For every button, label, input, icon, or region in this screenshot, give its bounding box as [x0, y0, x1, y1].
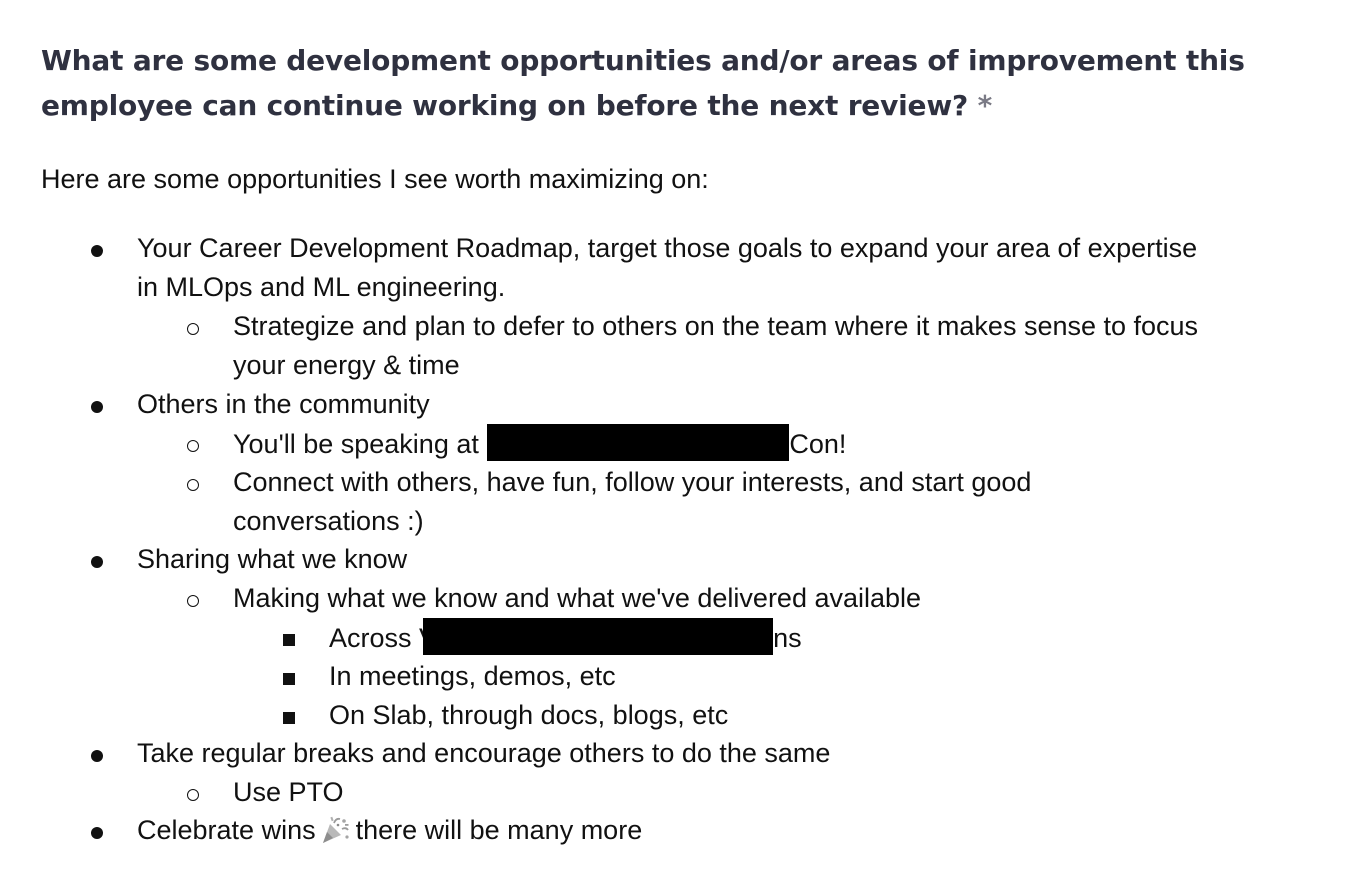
- list-subitem-text: Use PTO: [233, 777, 344, 807]
- list-subsubitem-across-text: Across Vns: [329, 618, 802, 658]
- list-subitem-speaking-text: You'll be speaking at (Con!: [233, 424, 846, 464]
- bullet-disc-icon: [82, 540, 112, 579]
- bullet-disc-icon: [82, 385, 112, 424]
- list-subitem-text: conversations :): [233, 506, 424, 536]
- list-item-text: in MLOps and ML engineering.: [137, 272, 506, 302]
- bullet-square-icon: [274, 657, 304, 696]
- celebrate-prefix: Celebrate wins: [137, 815, 316, 845]
- bullet-square-icon: [274, 696, 304, 735]
- list-item-text: Sharing what we know: [137, 544, 408, 574]
- bullet-disc-icon: [82, 229, 112, 268]
- bullet-square-icon: [274, 618, 304, 657]
- celebrate-suffix: there will be many more: [355, 815, 643, 845]
- across-suffix: ns: [773, 623, 802, 653]
- list-subsubitem-text: On Slab, through docs, blogs, etc: [329, 700, 729, 730]
- required-marker: *: [977, 89, 993, 122]
- bullet-disc-icon: [82, 734, 112, 773]
- speaking-prefix: You'll be speaking at: [233, 429, 479, 459]
- bullet-disc-icon: [82, 811, 112, 850]
- bullet-circle-icon: [178, 424, 208, 463]
- bullet-circle-icon: [178, 463, 208, 502]
- bullet-circle-icon: [178, 307, 208, 346]
- list-item-celebrate-text: Celebrate wins there will be many more: [137, 811, 642, 850]
- bullet-circle-icon: [178, 579, 208, 618]
- list-item-text: Others in the community: [137, 389, 430, 419]
- across-prefix: Across: [329, 623, 412, 653]
- list-item-text: Your Career Development Roadmap, target …: [137, 233, 1198, 263]
- list-subitem-text: Connect with others, have fun, follow yo…: [233, 467, 1032, 497]
- question-heading: What are some development opportunities …: [41, 38, 1331, 128]
- bullet-circle-icon: [178, 773, 208, 812]
- list-subitem-text: Making what we know and what we've deliv…: [233, 583, 922, 613]
- redaction-bar: [423, 618, 774, 655]
- question-text: What are some development opportunities …: [41, 44, 1245, 122]
- speaking-suffix: Con!: [789, 429, 847, 459]
- answer-intro: Here are some opportunities I see worth …: [41, 164, 709, 194]
- redaction-bar: [487, 424, 790, 461]
- party-popper-icon: [322, 816, 349, 843]
- list-subitem-text: Strategize and plan to defer to others o…: [233, 311, 1199, 341]
- list-subsubitem-text: In meetings, demos, etc: [329, 661, 616, 691]
- list-item-text: Take regular breaks and encourage others…: [137, 738, 831, 768]
- list-subitem-text: your energy & time: [233, 350, 460, 380]
